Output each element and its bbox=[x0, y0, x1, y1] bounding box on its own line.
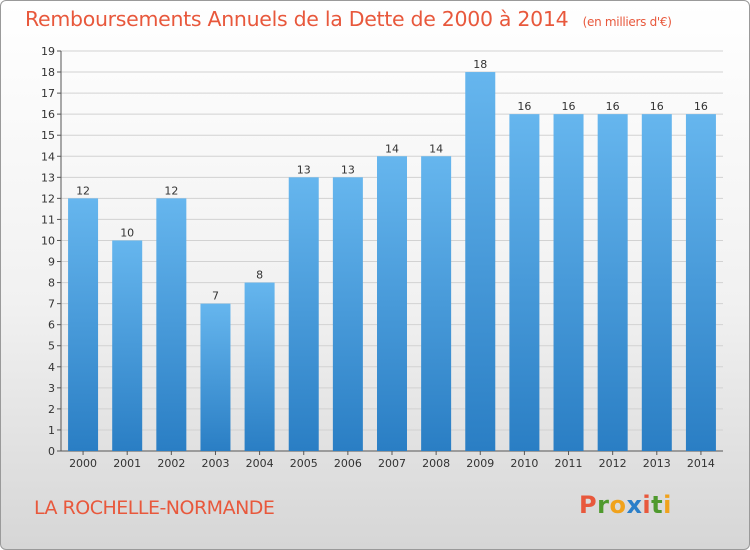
bar-value-label: 12 bbox=[76, 184, 90, 197]
logo-letter: t bbox=[651, 491, 664, 519]
chart-title-text: Remboursements Annuels de la Dette de 20… bbox=[25, 7, 569, 31]
bar bbox=[377, 156, 407, 451]
x-tick-label: 2007 bbox=[378, 457, 406, 470]
bar-value-label: 10 bbox=[120, 226, 134, 239]
logo-letter: P bbox=[579, 491, 598, 519]
y-tick-label: 14 bbox=[41, 150, 55, 163]
bar-value-label: 14 bbox=[385, 142, 399, 155]
y-tick-label: 11 bbox=[41, 213, 55, 226]
x-tick-label: 2000 bbox=[69, 457, 97, 470]
bar bbox=[421, 156, 452, 451]
x-tick-label: 2014 bbox=[687, 457, 715, 470]
bar-value-label: 16 bbox=[606, 100, 620, 113]
logo-letter: r bbox=[597, 491, 610, 519]
bar bbox=[156, 198, 187, 451]
y-tick-label: 8 bbox=[48, 277, 55, 290]
y-tick-label: 15 bbox=[41, 129, 55, 142]
y-tick-label: 1 bbox=[48, 424, 55, 437]
bar bbox=[288, 177, 319, 451]
logo-letter: o bbox=[609, 491, 627, 519]
bar bbox=[200, 303, 231, 451]
bar-value-label: 16 bbox=[650, 100, 664, 113]
x-tick-label: 2005 bbox=[290, 457, 318, 470]
y-tick-label: 19 bbox=[41, 45, 55, 58]
bar-value-label: 14 bbox=[429, 142, 443, 155]
bar bbox=[553, 114, 584, 451]
x-tick-label: 2003 bbox=[201, 457, 229, 470]
bar bbox=[332, 177, 363, 451]
bar-value-label: 16 bbox=[562, 100, 576, 113]
bar bbox=[509, 114, 540, 451]
x-tick-label: 2008 bbox=[422, 457, 450, 470]
y-tick-label: 6 bbox=[48, 319, 55, 332]
bar-value-label: 7 bbox=[212, 290, 219, 303]
logo-letter: i bbox=[642, 491, 652, 519]
x-tick-label: 2011 bbox=[555, 457, 583, 470]
y-tick-label: 12 bbox=[41, 192, 55, 205]
logo-letter: i bbox=[663, 491, 672, 519]
y-tick-label: 17 bbox=[41, 87, 55, 100]
logo-letter: x bbox=[626, 491, 643, 519]
bar-value-label: 16 bbox=[517, 100, 531, 113]
bar-value-label: 8 bbox=[256, 269, 263, 282]
bar-value-label: 16 bbox=[694, 100, 708, 113]
commune-name: LA ROCHELLE-NORMANDE bbox=[34, 497, 275, 519]
bar-value-label: 18 bbox=[473, 58, 487, 71]
proxiti-logo: Proxiti bbox=[579, 491, 672, 519]
y-tick-label: 9 bbox=[48, 256, 55, 269]
y-tick-label: 0 bbox=[48, 445, 55, 458]
x-tick-label: 2009 bbox=[466, 457, 494, 470]
y-tick-label: 7 bbox=[48, 298, 55, 311]
y-tick-label: 2 bbox=[48, 403, 55, 416]
bar bbox=[685, 114, 716, 451]
unit-note: (en milliers d'€) bbox=[582, 15, 672, 29]
y-tick-label: 13 bbox=[41, 171, 55, 184]
y-tick-label: 16 bbox=[41, 108, 55, 121]
bar bbox=[68, 198, 99, 451]
chart-title: Remboursements Annuels de la Dette de 20… bbox=[25, 7, 672, 31]
x-tick-label: 2010 bbox=[510, 457, 538, 470]
bar-value-label: 12 bbox=[164, 184, 178, 197]
y-tick-label: 10 bbox=[41, 234, 55, 247]
bar bbox=[641, 114, 672, 451]
x-tick-label: 2004 bbox=[246, 457, 274, 470]
y-tick-label: 18 bbox=[41, 66, 55, 79]
bar-value-label: 13 bbox=[341, 163, 355, 176]
y-tick-label: 3 bbox=[48, 382, 55, 395]
x-tick-label: 2006 bbox=[334, 457, 362, 470]
x-tick-label: 2001 bbox=[113, 457, 141, 470]
bar bbox=[112, 240, 143, 451]
bar bbox=[244, 282, 275, 451]
bar bbox=[597, 114, 628, 451]
y-tick-label: 4 bbox=[48, 361, 55, 374]
y-tick-label: 5 bbox=[48, 340, 55, 353]
bar bbox=[465, 72, 496, 451]
x-tick-label: 2002 bbox=[157, 457, 185, 470]
x-tick-label: 2013 bbox=[643, 457, 671, 470]
x-tick-label: 2012 bbox=[599, 457, 627, 470]
bar-value-label: 13 bbox=[297, 163, 311, 176]
